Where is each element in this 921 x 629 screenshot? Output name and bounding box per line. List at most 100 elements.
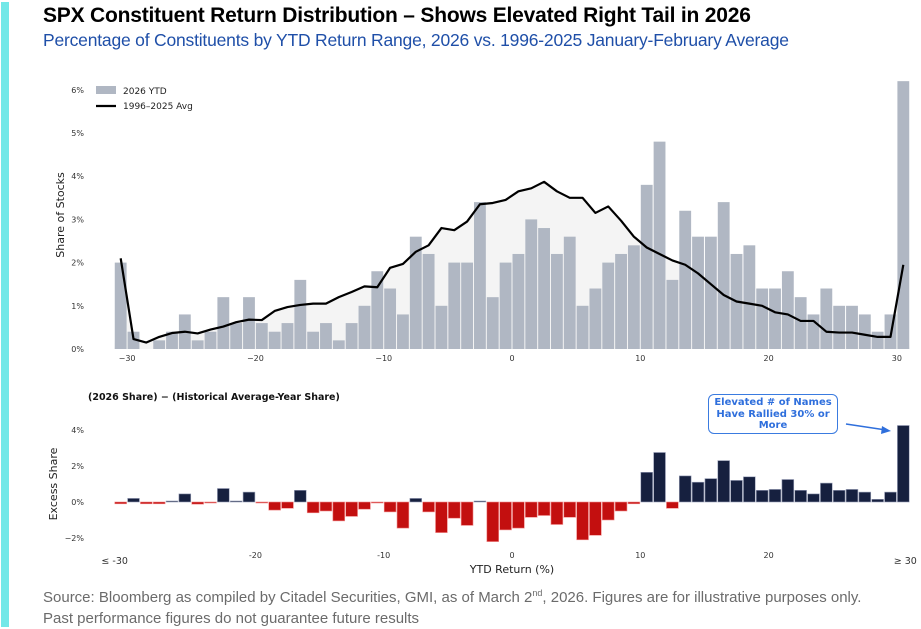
bar-2026: [320, 323, 332, 349]
x-tick-label: -10: [377, 551, 390, 560]
excess-bar-negative: [537, 501, 551, 516]
bar-2026: [409, 236, 422, 349]
annotation-line: Elevated # of Names: [714, 397, 832, 408]
bar-2026: [820, 288, 833, 349]
excess-bar-positive: [242, 491, 256, 503]
excess-bar-negative: [152, 501, 166, 505]
excess-bar-negative: [499, 501, 512, 531]
x-tick-label: 20: [764, 551, 774, 560]
legend: 2026 YTD 1996–2025 Avg: [96, 86, 193, 112]
bar-2026: [255, 323, 268, 349]
excess-bar-negative: [512, 501, 525, 529]
bar-2026: [781, 271, 794, 349]
excess-bar-positive: [127, 498, 140, 503]
excess-bar-negative: [435, 501, 448, 533]
bar-2026: [743, 245, 756, 349]
bar-2026: [448, 262, 461, 349]
excess-bar-positive: [704, 478, 718, 503]
excess-bar-positive: [820, 482, 833, 503]
bar-2026: [615, 253, 627, 349]
excess-panel-title: (2026 Share) − (Historical Average-Year …: [88, 392, 340, 403]
excess-bar-negative: [589, 501, 602, 536]
legend-swatch-2026: [96, 86, 116, 94]
excess-bar-negative: [255, 501, 269, 504]
annotation-arrow: [845, 423, 891, 434]
excess-bar-positive: [845, 489, 859, 503]
y-tick-label: 2%: [71, 462, 84, 471]
avg-line: [119, 180, 905, 344]
excess-bar-negative: [486, 501, 499, 542]
top-x-ticks: −30 −20 −10 0 10 20 30: [119, 354, 902, 363]
excess-bar-negative: [383, 501, 397, 513]
bar-2026: [794, 297, 807, 349]
excess-bar-negative: [448, 501, 461, 519]
excess-bar-positive: [678, 475, 692, 503]
footnote-text: Source: Bloomberg as compiled by Citadel…: [43, 589, 533, 606]
bar-2026: [499, 262, 512, 349]
excess-bar-positive: [858, 491, 872, 503]
x-tick-label: −10: [375, 354, 392, 363]
bar-2026: [550, 253, 563, 349]
excess-bar-positive: [884, 491, 897, 503]
x-tick-label: ≤ -30: [101, 556, 128, 567]
footnote-text: , 2026. Figures are for illustrative pur…: [542, 589, 862, 606]
bar-2026: [461, 262, 474, 349]
y-tick-label: 0%: [71, 498, 84, 507]
top-y-ticks: 0% 1% 2% 3% 4% 5% 6%: [71, 86, 84, 354]
bar-2026: [486, 297, 499, 349]
excess-bar-negative: [422, 501, 435, 513]
bar-2026: [704, 236, 717, 349]
excess-bar-negative: [627, 501, 641, 505]
y-tick-label: 2%: [71, 259, 84, 268]
excess-bar-positive: [871, 498, 884, 503]
excess-bar-positive: [717, 460, 730, 503]
excess-bar-negative: [666, 501, 679, 509]
bar-2026: [538, 228, 550, 349]
y-tick-label: 6%: [71, 86, 84, 95]
x-tick-label: 10: [635, 354, 645, 363]
bar-2026: [358, 305, 371, 349]
excess-bar-positive: [807, 493, 820, 503]
bar-2026: [127, 331, 140, 349]
top-y-axis-label: Share of Stocks: [54, 172, 67, 258]
excess-bar-positive: [768, 489, 782, 503]
excess-bar-positive: [794, 489, 807, 503]
x-tick-label: 30: [892, 354, 902, 363]
bottom-y-ticks: −2% 0% 2% 4%: [65, 426, 85, 543]
excess-bar-positive: [178, 493, 192, 503]
excess-bar-positive: [473, 500, 487, 503]
excess-bar-negative: [602, 501, 615, 521]
excess-bar-positive: [217, 488, 230, 503]
bar-2026: [243, 297, 255, 349]
bar-2026: [640, 184, 653, 349]
y-tick-label: 5%: [71, 129, 84, 138]
x-tick-label: −20: [247, 354, 264, 363]
bottom-x-axis-label: YTD Return (%): [469, 563, 554, 576]
bar-2026: [166, 331, 178, 349]
annotation-line: More: [758, 420, 788, 431]
excess-bar-negative: [563, 501, 576, 518]
x-tick-label: 20: [764, 354, 774, 363]
x-tick-label: 0: [509, 551, 514, 560]
excess-bar-negative: [550, 501, 564, 525]
bar-2026: [563, 236, 576, 349]
excess-bar-negative: [268, 501, 281, 511]
excess-bar-negative: [204, 501, 217, 504]
excess-bar-positive: [229, 500, 243, 503]
y-tick-label: −2%: [65, 534, 85, 543]
bar-2026: [871, 331, 884, 349]
excess-bar-positive: [832, 489, 846, 503]
excess-bar-negative: [281, 501, 294, 509]
bar-2026: [281, 323, 294, 349]
excess-bar-negative: [576, 501, 589, 541]
bar-2026: [858, 314, 871, 349]
bar-2026: [589, 288, 602, 349]
bar-2026: [114, 262, 127, 349]
excess-bar-positive: [653, 452, 666, 503]
excess-bar-positive: [781, 479, 795, 503]
bar-2026: [307, 331, 320, 349]
excess-bar-positive: [743, 476, 756, 503]
page-title: SPX Constituent Return Distribution – Sh…: [43, 4, 751, 27]
bar-2026: [294, 279, 307, 349]
bar-2026: [422, 253, 435, 349]
